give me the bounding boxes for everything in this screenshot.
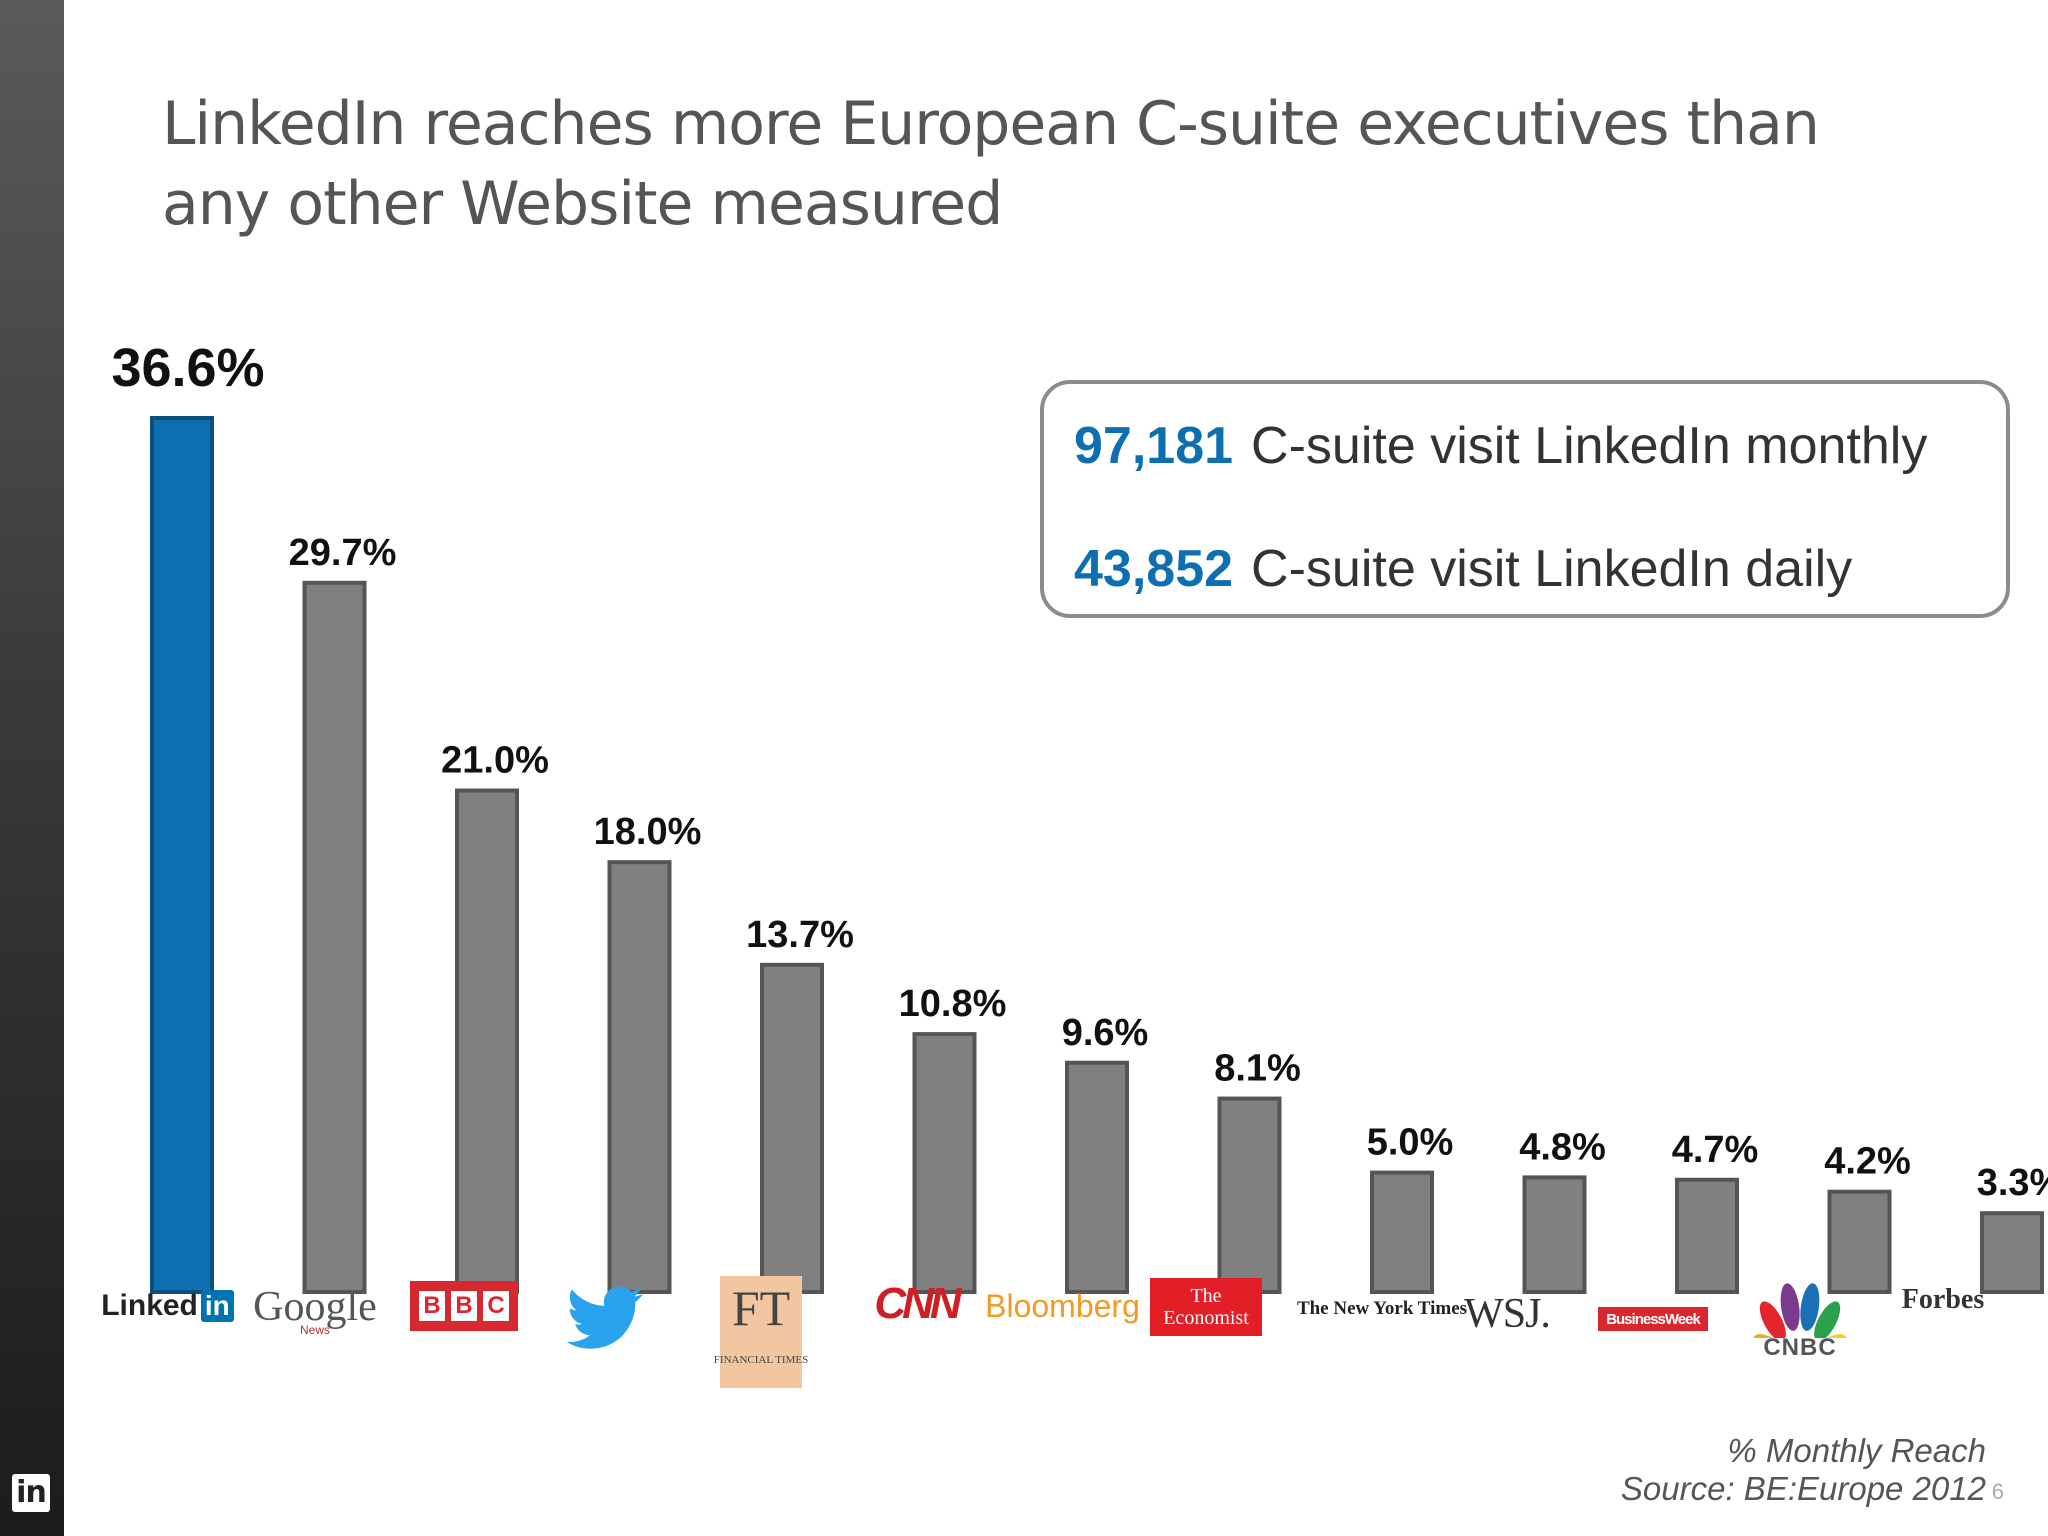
monthly-stat: 97,181 C-suite visit LinkedIn monthly [1074, 416, 1927, 476]
bar-twitter [607, 860, 672, 1294]
value-label-bloomberg: 9.6% [1062, 1012, 1149, 1054]
bar-financial-times [760, 962, 824, 1294]
bar-cnn [912, 1032, 977, 1295]
page-number: 6 [1991, 1479, 2004, 1504]
bar-google-news [302, 580, 367, 1294]
bar-bloomberg [1065, 1060, 1129, 1295]
bar-bbc [455, 788, 519, 1294]
bar-wsj [1522, 1175, 1587, 1295]
value-label-financial-times: 13.7% [746, 914, 854, 956]
value-label-google-news: 29.7% [289, 532, 397, 574]
value-label-the-economist: 8.1% [1214, 1048, 1301, 1090]
stats-callout-box: 97,181 C-suite visit LinkedIn monthly 43,… [1040, 380, 2010, 618]
daily-stat: 43,852 C-suite visit LinkedIn daily [1074, 539, 1852, 599]
value-label-linkedin: 36.6% [111, 338, 264, 398]
linkedin-icon: in [12, 1474, 50, 1512]
value-label-businessweek: 4.7% [1672, 1129, 1759, 1171]
source-note: Source: BE:Europe 2012 [1620, 1470, 1986, 1507]
value-label-twitter: 18.0% [594, 811, 702, 853]
bar-the-economist [1217, 1096, 1282, 1294]
metric-note: % Monthly Reach [1727, 1432, 1986, 1469]
sidebar-strip: in [0, 0, 64, 1536]
slide-title: LinkedIn reaches more European C-suite e… [162, 89, 1820, 239]
bar-forbes [1980, 1211, 2044, 1295]
daily-number: 43,852 [1074, 540, 1234, 598]
footer-notes: % Monthly Reach Source: BE:Europe 2012 [1621, 1432, 1986, 1508]
bar-businessweek [1675, 1177, 1739, 1294]
value-label-forbes: 3.3% [1977, 1162, 2048, 1204]
value-label-the-new-york-times: 5.0% [1367, 1122, 1454, 1164]
bar-the-new-york-times [1370, 1170, 1434, 1294]
monthly-number: 97,181 [1074, 417, 1234, 475]
bar-cnbc [1827, 1189, 1892, 1295]
value-label-wsj: 4.8% [1519, 1126, 1606, 1168]
monthly-text: C-suite visit LinkedIn monthly [1251, 417, 1928, 475]
value-label-cnn: 10.8% [899, 983, 1007, 1025]
bar-linkedin [150, 416, 214, 1294]
daily-text: C-suite visit LinkedIn daily [1251, 540, 1853, 598]
value-label-cnbc: 4.2% [1824, 1141, 1911, 1183]
value-label-bbc: 21.0% [441, 740, 549, 782]
